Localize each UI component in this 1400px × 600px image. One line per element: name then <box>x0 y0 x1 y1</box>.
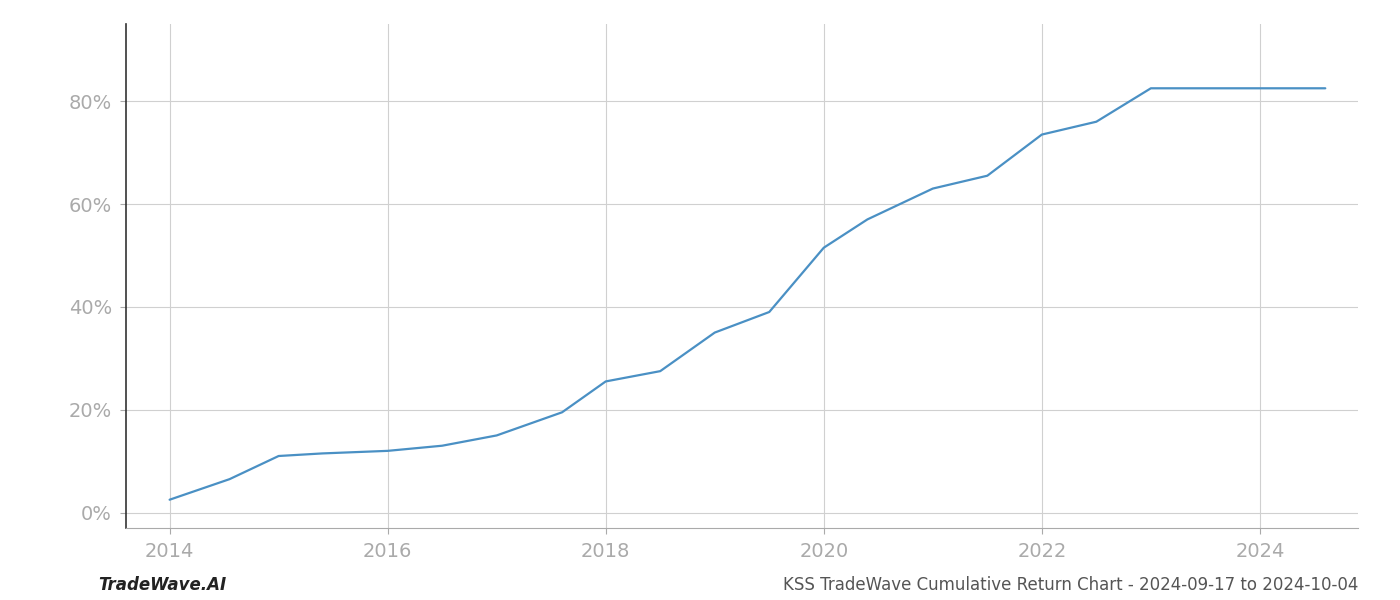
Text: TradeWave.AI: TradeWave.AI <box>98 576 227 594</box>
Text: KSS TradeWave Cumulative Return Chart - 2024-09-17 to 2024-10-04: KSS TradeWave Cumulative Return Chart - … <box>783 576 1358 594</box>
